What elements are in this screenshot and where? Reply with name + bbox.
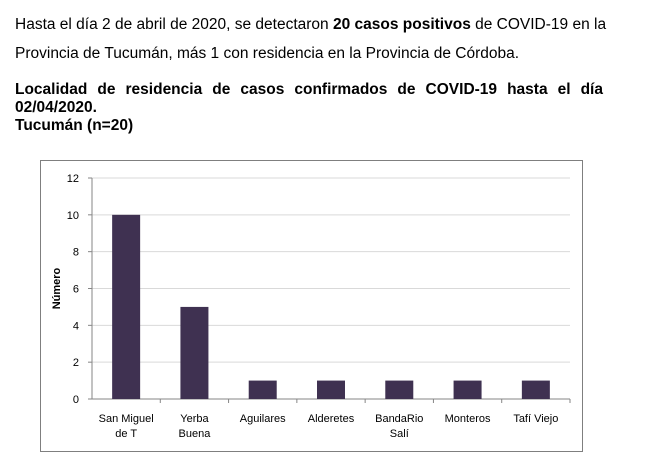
bar	[317, 380, 345, 399]
y-tick-label: 4	[73, 320, 79, 332]
x-tick-label: Salí	[390, 428, 409, 440]
intro-text-start: Hasta el día 2 de abril de 2020, se dete…	[15, 16, 333, 33]
bar	[180, 306, 209, 399]
x-tick-label: Buena	[179, 428, 212, 440]
x-tick-label: San Miguel	[99, 413, 154, 425]
y-tick-label: 10	[67, 210, 79, 222]
chart-subtitle: Tucumán (n=20)	[15, 117, 134, 134]
y-tick-label: 0	[73, 394, 79, 406]
chart-frame	[40, 160, 583, 452]
chart-heading: Localidad de residencia de casos confirm…	[15, 81, 603, 135]
bar	[112, 214, 141, 399]
chart-title-line1: Localidad de residencia de casos confirm…	[15, 81, 603, 98]
y-tick-label: 6	[73, 284, 79, 296]
y-tick-label: 2	[73, 357, 79, 369]
x-tick-label: Alderetes	[308, 413, 355, 425]
x-tick-label: de T	[115, 428, 137, 440]
bar	[521, 380, 550, 399]
x-tick-label: Monteros	[445, 413, 491, 425]
bar	[385, 380, 414, 399]
bar	[248, 380, 277, 399]
intro-bold-count: 20 casos positivos	[332, 16, 471, 33]
y-axis-label: Número	[51, 267, 63, 309]
bar	[453, 380, 482, 399]
x-tick-label: BandaRio	[375, 413, 423, 425]
x-tick-label: Tafí Viejo	[513, 413, 558, 425]
y-tick-label: 12	[67, 173, 79, 185]
x-tick-label: Yerba	[180, 413, 209, 425]
y-tick-label: 8	[73, 247, 79, 259]
intro-paragraph: Hasta el día 2 de abril de 2020, se dete…	[15, 10, 645, 68]
chart-title-date: 02/04/2020.	[15, 99, 97, 116]
x-tick-label: Aguilares	[240, 413, 286, 425]
intro-text-end: de COVID-19 en la Provincia de Tucumán, …	[15, 16, 607, 62]
